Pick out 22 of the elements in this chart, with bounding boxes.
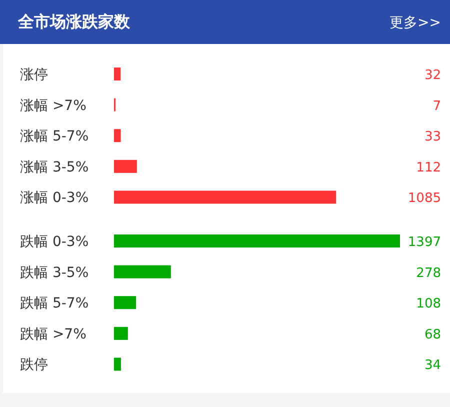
y-tick-label: 跌幅 3-5% — [20, 264, 89, 281]
y-tick-label: 跌幅 >7% — [20, 326, 86, 342]
data-label: 33 — [424, 130, 441, 145]
chart-title: 全市场涨跌家数 — [17, 12, 131, 31]
y-tick-label: 涨幅 5-7% — [20, 128, 89, 145]
data-label: 1397 — [408, 235, 441, 250]
data-label: 34 — [424, 358, 441, 374]
y-tick-label: 涨停 — [20, 67, 48, 83]
y-tick-label: 涨幅 >7% — [20, 98, 86, 114]
data-label: 1085 — [408, 191, 441, 206]
data-label: 108 — [416, 296, 441, 312]
data-label: 7 — [432, 98, 441, 114]
data-label: 68 — [424, 327, 441, 342]
y-tick-label: 跌幅 0-3% — [20, 234, 89, 250]
y-tick-label: 跌停 — [20, 357, 48, 374]
text: 更多>> — [390, 15, 441, 31]
y-tick-label: 跌幅 5-7% — [20, 296, 89, 312]
data-label: 278 — [416, 266, 441, 281]
y-tick-label: 涨幅 3-5% — [20, 159, 89, 176]
y-tick-label: 涨幅 0-3% — [20, 190, 89, 206]
data-label: 32 — [424, 68, 441, 83]
data-label: 112 — [416, 160, 441, 176]
